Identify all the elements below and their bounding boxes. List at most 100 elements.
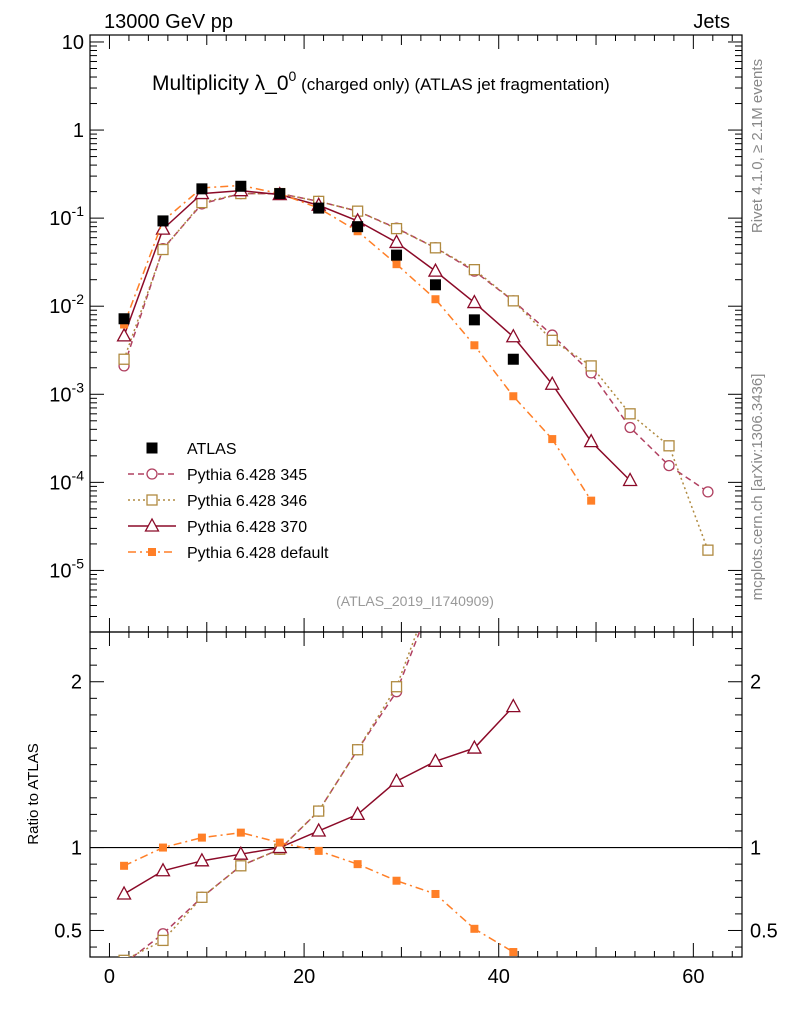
ratio-point bbox=[508, 246, 518, 256]
ratio-line bbox=[123, 706, 514, 895]
ratio-point bbox=[350, 806, 366, 821]
ratio-point bbox=[233, 845, 249, 860]
ratio-series bbox=[116, 246, 521, 969]
ratio-y-tick-label: 1 bbox=[71, 838, 82, 860]
ratio-point bbox=[508, 246, 518, 256]
data-point bbox=[429, 279, 441, 291]
ratio-point bbox=[194, 852, 210, 867]
ratio-y-tick-label-right: 0.5 bbox=[750, 920, 778, 942]
y-tick-label: 10-2 bbox=[49, 291, 84, 318]
data-point bbox=[235, 180, 247, 192]
data-point bbox=[427, 262, 444, 277]
ratio-point bbox=[235, 860, 247, 872]
ratio-y-tick-label: 0.5 bbox=[54, 920, 82, 942]
mcplots-reference-text: mcplots.cern.ch [arXiv:1306.3436] bbox=[749, 374, 766, 601]
ratio-point bbox=[313, 805, 325, 817]
legend-label: Pythia 6.428 346 bbox=[187, 493, 307, 510]
ratio-point bbox=[431, 889, 440, 898]
y-tick-label: 10 bbox=[62, 32, 84, 54]
data-point bbox=[507, 295, 519, 307]
data-point bbox=[391, 249, 403, 261]
data-point bbox=[468, 314, 480, 326]
y-tick-label: 10-1 bbox=[49, 203, 84, 230]
ratio-point bbox=[311, 822, 327, 837]
ratio-point bbox=[275, 838, 284, 847]
ratio-point bbox=[392, 876, 401, 885]
ratio-y-tick-label-right: 2 bbox=[750, 672, 761, 694]
title-sub: (charged only) (ATLAS jet fragmentation) bbox=[296, 75, 609, 94]
series-ratio-3 bbox=[116, 698, 521, 900]
data-point bbox=[429, 242, 442, 254]
data-point bbox=[546, 334, 558, 346]
data-point bbox=[313, 202, 325, 214]
data-point bbox=[587, 496, 596, 505]
data-point bbox=[390, 222, 403, 235]
y-tick-label: 10-5 bbox=[49, 555, 84, 582]
legend-label: Pythia 6.428 default bbox=[187, 545, 329, 562]
ratio-point bbox=[158, 843, 167, 852]
data-point bbox=[392, 260, 401, 269]
legend-item: ATLAS bbox=[146, 441, 237, 458]
legend-label: Pythia 6.428 370 bbox=[187, 519, 307, 536]
x-tick-label: 40 bbox=[488, 966, 510, 988]
data-point bbox=[116, 327, 132, 342]
data-point bbox=[470, 341, 479, 350]
main-panel-frame bbox=[89, 34, 743, 633]
y-tick-label: 1 bbox=[73, 120, 84, 142]
ratio-point bbox=[505, 698, 521, 713]
series-line bbox=[123, 192, 709, 493]
data-point bbox=[702, 486, 714, 498]
data-point bbox=[548, 435, 557, 444]
ratio-point bbox=[314, 846, 323, 855]
ratio-point bbox=[116, 885, 132, 900]
x-tick-label: 20 bbox=[293, 966, 315, 988]
data-point bbox=[505, 328, 521, 343]
series-line bbox=[123, 192, 709, 551]
legend-item: Pythia 6.428 346 bbox=[128, 493, 307, 510]
ratio-point bbox=[119, 959, 129, 969]
ratio-point bbox=[509, 948, 518, 957]
legend-marker bbox=[148, 548, 156, 556]
legend-marker bbox=[146, 468, 158, 480]
y-tick-label: 10-4 bbox=[49, 467, 84, 494]
data-point bbox=[624, 421, 636, 434]
ratio-point bbox=[196, 891, 208, 903]
ratio-y-tick-label-right: 1 bbox=[750, 838, 761, 860]
data-point bbox=[468, 264, 481, 276]
series-ratio-4 bbox=[120, 828, 518, 957]
ratio-point bbox=[157, 934, 169, 947]
series-main-0 bbox=[118, 180, 519, 365]
ratio-point bbox=[353, 860, 362, 869]
data-point bbox=[431, 295, 440, 304]
legend-item: Pythia 6.428 370 bbox=[128, 517, 307, 536]
data-point bbox=[274, 188, 286, 200]
data-point bbox=[585, 360, 597, 372]
x-tick-label: 0 bbox=[104, 966, 115, 988]
ratio-panel-frame bbox=[89, 631, 743, 958]
legend-marker bbox=[146, 442, 158, 454]
data-point bbox=[388, 234, 405, 249]
data-point bbox=[196, 183, 208, 195]
ratio-point bbox=[430, 577, 440, 587]
data-point bbox=[663, 459, 675, 472]
ratio-axes: 0 20 40 60 0.5 0.5 1 1 2 2 bbox=[54, 648, 778, 988]
data-point bbox=[507, 353, 519, 365]
data-point bbox=[118, 313, 130, 325]
legend-item: Pythia 6.428 345 bbox=[128, 467, 307, 484]
plot-title: Multiplicity λ_00 (charged only) (ATLAS … bbox=[152, 68, 610, 95]
series-line bbox=[123, 189, 631, 482]
data-point bbox=[118, 353, 130, 365]
main-series bbox=[116, 180, 714, 556]
header-energy: 13000 GeV pp bbox=[104, 11, 233, 33]
ratio-point bbox=[388, 772, 405, 787]
header-jets: Jets bbox=[693, 11, 730, 33]
ratio-y-label: Ratio to ATLAS bbox=[25, 743, 42, 844]
title-sup: 0 bbox=[289, 68, 297, 84]
ratio-line bbox=[131, 632, 421, 957]
data-point bbox=[663, 440, 675, 452]
data-point bbox=[352, 221, 364, 233]
legend-marker bbox=[144, 517, 160, 532]
legend: ATLAS Pythia 6.428 345 Pythia 6.428 346 Pyt… bbox=[128, 441, 329, 562]
